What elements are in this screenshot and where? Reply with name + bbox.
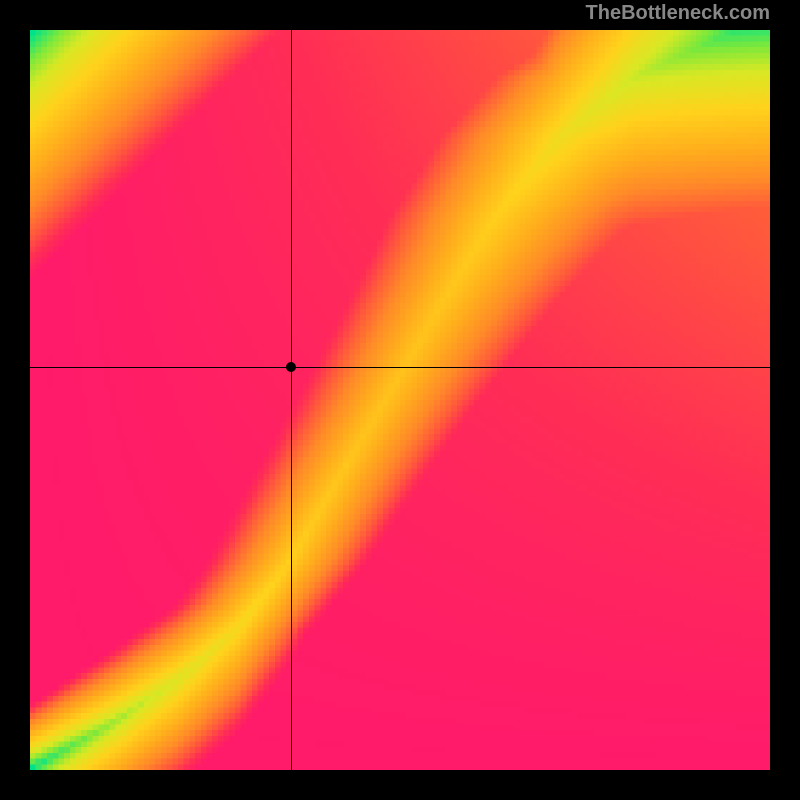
- plot-area: [30, 30, 770, 770]
- watermark-text: TheBottleneck.com: [586, 2, 770, 25]
- crosshair-marker: [286, 362, 296, 372]
- crosshair-vertical: [291, 30, 292, 770]
- heatmap-canvas: [30, 30, 770, 770]
- crosshair-horizontal: [30, 367, 770, 368]
- chart-container: TheBottleneck.com: [0, 0, 800, 800]
